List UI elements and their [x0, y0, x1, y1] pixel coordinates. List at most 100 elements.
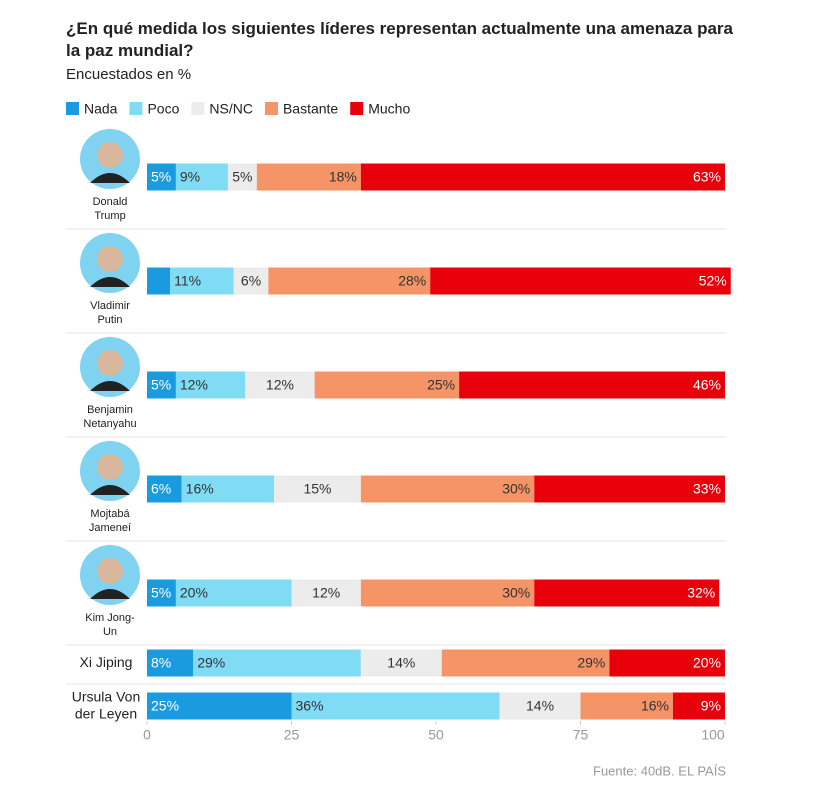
value-label: 6% — [241, 273, 261, 289]
value-label: 11% — [174, 273, 201, 289]
value-label: 30% — [502, 585, 530, 601]
value-label: 28% — [398, 273, 426, 289]
x-tick-label: 75 — [573, 727, 589, 743]
leader-photo-face — [97, 350, 123, 376]
bar-segment — [274, 475, 361, 503]
bar-segment — [147, 163, 176, 191]
value-label: 5% — [151, 585, 171, 601]
value-label: 9% — [701, 698, 721, 714]
value-label: 29% — [197, 655, 225, 671]
value-label: 12% — [266, 377, 294, 393]
category-label: Ursula Von der Leyen — [72, 688, 140, 721]
legend-swatch — [350, 102, 364, 115]
value-label: 32% — [687, 585, 715, 601]
value-label: 14% — [526, 698, 554, 714]
category-label: Vladimir Putin — [90, 300, 130, 326]
value-label: 20% — [180, 585, 208, 601]
chart-title: ¿En qué medida los siguientes líderes re… — [66, 19, 734, 60]
bar-segment — [175, 163, 228, 191]
value-label: 5% — [151, 377, 171, 393]
leader-photo-suit — [90, 381, 130, 391]
bar-segment — [147, 692, 292, 720]
legend-label: Bastante — [283, 101, 338, 117]
leader-photo-suit — [90, 173, 130, 183]
value-label: 14% — [387, 655, 415, 671]
bar-segment — [147, 371, 176, 399]
category-label: Kim Jong-Un — [85, 612, 135, 638]
leader-photo-suit — [90, 589, 130, 599]
source: Fuente: 40dB. EL PAÍS — [593, 763, 726, 778]
x-tick-label: 0 — [143, 727, 151, 743]
bar-segment — [534, 475, 725, 503]
leader-photo-face — [97, 142, 123, 168]
bar-segment — [227, 163, 257, 191]
value-label: 52% — [699, 273, 727, 289]
legend-label: Nada — [84, 101, 118, 117]
value-label: 16% — [641, 698, 669, 714]
category-label: Benjamin Netanyahu — [83, 404, 136, 430]
bar-segment — [147, 649, 194, 677]
bar-segment — [672, 692, 725, 720]
legend-label: NS/NC — [209, 101, 253, 117]
leader-photo-face — [97, 246, 123, 272]
bar-segment — [459, 371, 725, 399]
value-label: 30% — [502, 481, 530, 497]
value-label: 25% — [151, 698, 179, 714]
bar-segment — [175, 371, 246, 399]
legend-label: Mucho — [368, 101, 410, 117]
leader-photo-suit — [90, 485, 130, 495]
leader-photo-suit — [90, 277, 130, 287]
value-label: 9% — [180, 169, 200, 185]
bar-segment — [147, 475, 182, 503]
value-label: 5% — [151, 169, 171, 185]
chart-subtitle: Encuestados en % — [66, 66, 191, 83]
legend-label: Poco — [147, 101, 179, 117]
value-label: 29% — [577, 655, 605, 671]
bar-segment — [268, 267, 431, 295]
bar-segment — [580, 692, 673, 720]
value-label: 8% — [151, 655, 171, 671]
bar-segment — [360, 579, 535, 607]
bar-segment — [147, 267, 171, 295]
legend-swatch — [129, 102, 143, 115]
value-label: 20% — [693, 655, 721, 671]
leader-photo-face — [97, 558, 123, 584]
category-label: Donald Trump — [93, 196, 128, 222]
x-tick-label: 100 — [701, 727, 725, 743]
bar-segment — [360, 649, 442, 677]
value-label: 18% — [329, 169, 357, 185]
x-tick-label: 25 — [284, 727, 300, 743]
value-label: 63% — [693, 169, 721, 185]
bar-segment — [170, 267, 234, 295]
value-label: 12% — [312, 585, 340, 601]
value-label: 6% — [151, 481, 171, 497]
legend-swatch — [66, 102, 79, 115]
bar-segment — [609, 649, 725, 677]
bar-segment — [441, 649, 610, 677]
bar-segment — [360, 475, 535, 503]
value-label: 36% — [296, 698, 324, 714]
bar-segment — [499, 692, 581, 720]
bar-segment — [181, 475, 275, 503]
bar-segment — [291, 579, 361, 607]
bar-segment — [193, 649, 361, 677]
bar-segment — [147, 579, 176, 607]
bar-segment — [314, 371, 460, 399]
value-label: 33% — [693, 481, 721, 497]
value-label: 25% — [427, 377, 455, 393]
value-label: 15% — [303, 481, 331, 497]
value-label: 46% — [693, 377, 721, 393]
bar-segment — [256, 163, 361, 191]
bar-segment — [291, 692, 500, 720]
category-label: Xi Jiping — [80, 654, 133, 670]
leader-photo-face — [97, 454, 123, 480]
bar-segment — [430, 267, 731, 295]
bar-segment — [360, 163, 725, 191]
bar-segment — [175, 579, 292, 607]
legend-swatch — [264, 102, 278, 115]
value-label: 5% — [232, 169, 252, 185]
bar-segment — [534, 579, 720, 607]
bar-segment — [245, 371, 315, 399]
value-label: 16% — [186, 481, 214, 497]
